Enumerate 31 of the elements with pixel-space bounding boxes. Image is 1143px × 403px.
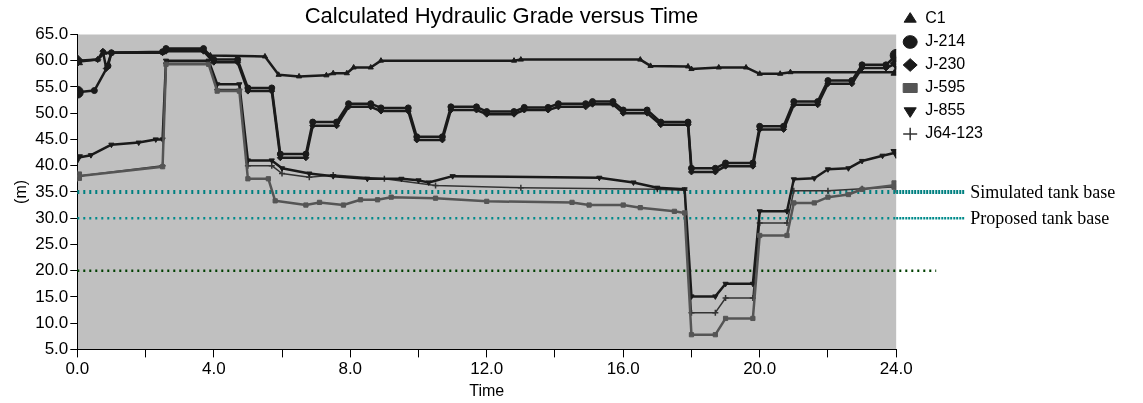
y-tick-label: 5.0 [44,339,69,359]
y-tick-label: 65.0 [35,24,69,44]
legend-label: J-230 [925,55,966,73]
y-tick-label: 25.0 [35,234,69,254]
legend-label: C1 [925,9,946,27]
ref-line-label: Proposed tank base [970,207,1110,228]
legend-label: J-595 [925,78,966,96]
x-tick-label: 20.0 [743,359,777,379]
x-tick-label: 4.0 [201,359,226,379]
y-tick-label: 60.0 [35,50,69,70]
y-tick-label: 50.0 [35,102,69,122]
y-tick-label: 45.0 [35,129,69,149]
y-tick-label: 30.0 [35,207,69,227]
y-tick-label: 35.0 [35,181,69,201]
x-axis-title: Time [469,381,505,399]
y-axis-title: (m) [12,179,30,204]
ref-line-label: Simulated tank base [970,181,1116,202]
legend-label: J64-123 [925,124,984,142]
y-tick-label: 40.0 [35,155,69,175]
x-tick-label: 0.0 [65,359,90,379]
y-tick-label: 15.0 [35,286,69,306]
x-tick-label: 8.0 [338,359,363,379]
y-tick-label: 10.0 [35,312,69,332]
y-tick-label: 20.0 [35,260,69,280]
y-tick-label: 55.0 [35,76,69,96]
x-tick-label: 24.0 [879,359,913,379]
legend-label: J-214 [925,32,966,50]
legend-label: J-855 [925,101,966,119]
x-tick-label: 16.0 [606,359,640,379]
x-tick-label: 12.0 [470,359,504,379]
chart-title: Calculated Hydraulic Grade versus Time [304,3,699,29]
